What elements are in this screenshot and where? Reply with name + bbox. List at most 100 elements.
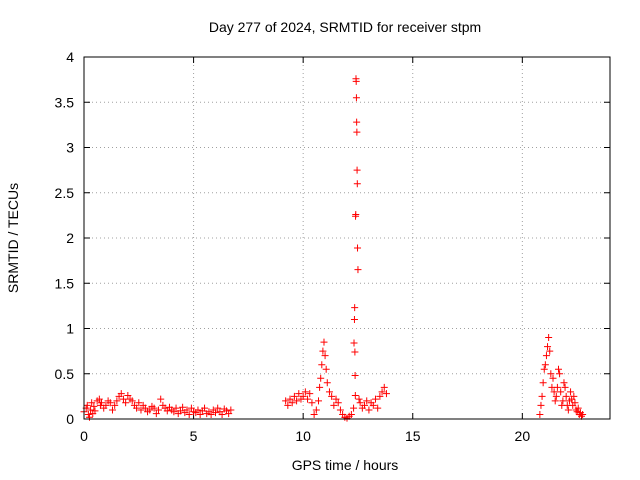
x-tick-label: 0 — [80, 428, 88, 444]
y-tick-label: 3.5 — [55, 94, 75, 110]
plot-frame — [83, 56, 611, 420]
data-point — [549, 374, 557, 382]
data-point — [108, 406, 116, 414]
data-point — [312, 406, 320, 414]
data-point — [552, 392, 560, 400]
data-point — [227, 406, 235, 414]
data-point — [352, 94, 360, 102]
data-point — [308, 399, 316, 407]
data-point — [317, 374, 325, 382]
data-point — [556, 370, 564, 378]
data-point — [135, 399, 143, 407]
data-point — [376, 392, 384, 400]
data-point — [316, 383, 324, 391]
data-point — [150, 404, 158, 412]
data-point — [351, 304, 359, 312]
data-point — [282, 397, 290, 405]
data-point — [185, 410, 193, 418]
data-point — [315, 397, 323, 405]
data-point — [146, 406, 154, 414]
grid — [84, 57, 610, 419]
y-tick-label: 1.5 — [55, 275, 75, 291]
data-point — [371, 395, 379, 403]
data-point — [355, 395, 363, 403]
data-point — [363, 397, 371, 405]
data-point — [194, 406, 202, 414]
y-tick-label: 3 — [66, 140, 74, 156]
data-point — [141, 404, 149, 412]
y-tick-label: 2 — [66, 230, 74, 246]
data-point — [378, 388, 386, 396]
data-point — [90, 402, 98, 410]
data-point — [562, 392, 570, 400]
data-point — [304, 395, 312, 403]
data-point — [91, 407, 99, 415]
data-point — [163, 407, 171, 415]
data-point — [560, 379, 568, 387]
data-point — [176, 407, 184, 415]
data-point — [351, 372, 359, 380]
data-point — [350, 315, 358, 323]
data-point — [293, 397, 301, 405]
data-point — [351, 391, 359, 399]
data-point — [85, 413, 93, 421]
data-point — [354, 266, 362, 274]
y-tick-label: 2.5 — [55, 185, 75, 201]
data-point — [353, 128, 361, 136]
data-point — [196, 410, 204, 418]
data-point — [214, 404, 222, 412]
data-point — [322, 365, 330, 373]
data-point — [541, 361, 549, 369]
data-point — [212, 409, 219, 417]
x-tick-label: 20 — [515, 428, 531, 444]
data-point — [352, 77, 360, 85]
data-point — [567, 388, 575, 396]
data-point — [321, 352, 329, 360]
data-point — [545, 334, 553, 342]
data-point — [102, 401, 110, 409]
data-point — [155, 406, 163, 414]
data-point — [310, 410, 318, 418]
data-point — [350, 339, 358, 347]
data-point — [87, 406, 95, 414]
data-point — [538, 392, 546, 400]
data-point — [157, 395, 165, 403]
y-tick-label: 0.5 — [55, 366, 75, 382]
data-point — [179, 403, 187, 411]
data-point — [553, 383, 561, 391]
data-point — [187, 404, 195, 412]
data-point — [152, 410, 160, 418]
data-point — [128, 397, 136, 405]
data-point — [119, 395, 127, 403]
data-point — [542, 352, 550, 360]
data-point — [207, 410, 215, 418]
data-point — [361, 401, 369, 409]
data-point — [172, 404, 180, 412]
data-point — [559, 397, 567, 405]
data-point — [537, 401, 545, 409]
data-point — [353, 180, 361, 188]
data-point — [334, 399, 342, 407]
data-point — [352, 210, 360, 218]
data-point — [98, 399, 106, 407]
data-point — [546, 347, 554, 355]
data-point — [95, 395, 103, 403]
data-point — [536, 410, 544, 418]
data-point — [347, 410, 355, 418]
axis-ticks — [83, 56, 610, 420]
data-point — [544, 343, 552, 351]
data-point — [286, 395, 294, 403]
data-point — [554, 365, 562, 373]
data-point — [295, 390, 303, 398]
data-points — [80, 75, 587, 422]
data-point — [170, 408, 178, 416]
data-point — [547, 370, 555, 378]
data-point — [353, 166, 361, 174]
x-tick-label: 10 — [295, 428, 311, 444]
data-point — [356, 399, 364, 407]
data-point — [336, 406, 344, 414]
data-point — [113, 397, 121, 405]
data-point — [579, 410, 587, 418]
data-point — [201, 404, 209, 412]
